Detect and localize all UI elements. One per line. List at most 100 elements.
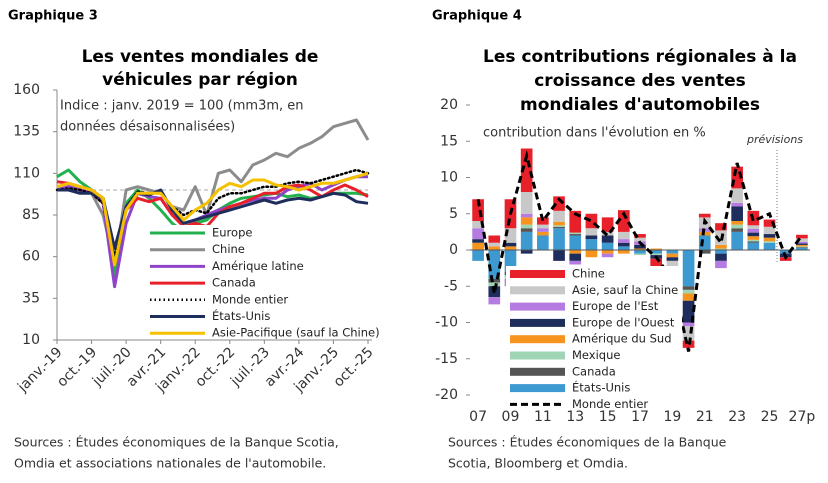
x-tick-label: 19: [663, 409, 681, 425]
bar-segment: [731, 221, 743, 225]
legend-label: États-Unis: [572, 380, 630, 395]
bar-segment: [569, 253, 582, 261]
bar-segment: [472, 199, 484, 221]
y-tick-label: -10: [435, 315, 458, 331]
bar-segment: [650, 248, 663, 250]
y-tick-label: 10: [22, 332, 40, 348]
bar-segment: [698, 250, 711, 254]
legend-label: Canada: [212, 276, 256, 290]
bar-segment: [520, 148, 533, 192]
bar-segment: [553, 226, 565, 229]
bar-segment: [537, 228, 549, 232]
bar-segment: [520, 217, 533, 225]
legend-label: Monde entier: [572, 397, 648, 411]
bar-segment: [796, 243, 808, 245]
bar-segment: [553, 221, 565, 226]
bar-segment: [763, 226, 776, 235]
bar-segment: [747, 242, 760, 250]
bar-segment: [472, 221, 484, 229]
bar-segment: [682, 322, 695, 327]
legend-label: Amérique latine: [212, 259, 304, 273]
legend-label: Mexique: [572, 348, 620, 362]
bar-segment: [537, 224, 549, 229]
legend-label: Chine: [212, 242, 245, 256]
source-note: Scotia, Bloomberg et Omdia.: [448, 456, 628, 471]
chart-title: véhicules par région: [102, 70, 298, 90]
bar-segment: [634, 248, 646, 250]
legend-label: Europe: [212, 226, 252, 240]
x-tick-label: 09: [502, 409, 520, 425]
bar-segment: [698, 235, 711, 250]
bar-segment: [617, 239, 630, 243]
y-tick-label: 135: [13, 124, 40, 140]
bar-segment: [520, 231, 533, 250]
bar-segment: [488, 282, 501, 287]
bar-segment: [731, 206, 743, 221]
y-tick-label: 20: [440, 97, 458, 113]
bar-segment: [666, 260, 679, 269]
y-tick-label: 5: [449, 206, 458, 222]
y-tick-label: -5: [444, 278, 458, 294]
y-tick-label: -20: [435, 387, 458, 403]
bar-segment: [553, 196, 565, 211]
bar-segment: [763, 219, 776, 227]
y-tick-label: 35: [22, 290, 40, 306]
bar-segment: [796, 238, 808, 243]
legend-label: Asie, sauf la Chine: [572, 283, 678, 297]
bar-segment: [698, 231, 711, 236]
series-line: [56, 175, 368, 289]
y-tick-label: 85: [22, 207, 40, 223]
bar-segment: [472, 250, 484, 261]
y-tick-label: 110: [13, 165, 40, 181]
legend-label: Amérique du Sud: [572, 332, 672, 346]
bar-segment: [601, 253, 614, 258]
y-tick-label: 10: [440, 170, 458, 186]
bar-segment: [569, 232, 582, 235]
x-tick-label: 07: [469, 409, 487, 425]
x-tick-label: 27p: [789, 409, 816, 425]
figure-label: Graphique 3: [8, 9, 98, 24]
legend-label: États-Unis: [212, 308, 270, 323]
bar-segment: [585, 228, 598, 236]
bar-segment: [682, 289, 695, 294]
legend-swatch: [510, 302, 565, 311]
legend-label: Europe de l'Ouest: [572, 315, 675, 329]
x-tick-label: 21: [696, 409, 714, 425]
bar-segment: [504, 242, 517, 247]
bar-segment: [472, 239, 484, 243]
bar-segment: [682, 250, 695, 287]
bar-segment: [569, 250, 582, 254]
bar-segment: [747, 225, 760, 229]
bar-segment: [650, 253, 663, 256]
legend-swatch: [510, 318, 565, 327]
bar-segment: [731, 188, 743, 203]
bar-segment: [585, 213, 598, 229]
x-tick-label: 11: [534, 409, 552, 425]
bar-segment: [796, 244, 808, 247]
legend-label: Chine: [572, 267, 605, 281]
bar-segment: [488, 235, 501, 243]
bar-segment: [747, 232, 760, 237]
chart-subtitle: contribution dans l'évolution en %: [483, 126, 706, 141]
legend-swatch: [510, 367, 565, 376]
bar-segment: [520, 192, 533, 214]
bar-segment: [763, 234, 776, 238]
x-tick-label: 25: [761, 409, 779, 425]
series-line: [56, 171, 369, 267]
bar-segment: [569, 210, 582, 233]
bar-segment: [537, 235, 549, 250]
bar-segment: [585, 239, 598, 250]
bar-segment: [747, 239, 760, 242]
bar-segment: [488, 246, 501, 250]
bar-segment: [553, 210, 565, 222]
chart-title: croissance des ventes: [534, 71, 746, 91]
bar-segment: [715, 223, 727, 231]
bar-segment: [601, 235, 614, 243]
legend-swatch: [510, 286, 565, 295]
bar-segment: [715, 260, 727, 269]
source-note: Sources : Études économiques de la Banqu…: [14, 435, 339, 450]
bar-segment: [763, 241, 776, 243]
bar-segment: [763, 242, 776, 250]
bar-segment: [537, 231, 549, 236]
